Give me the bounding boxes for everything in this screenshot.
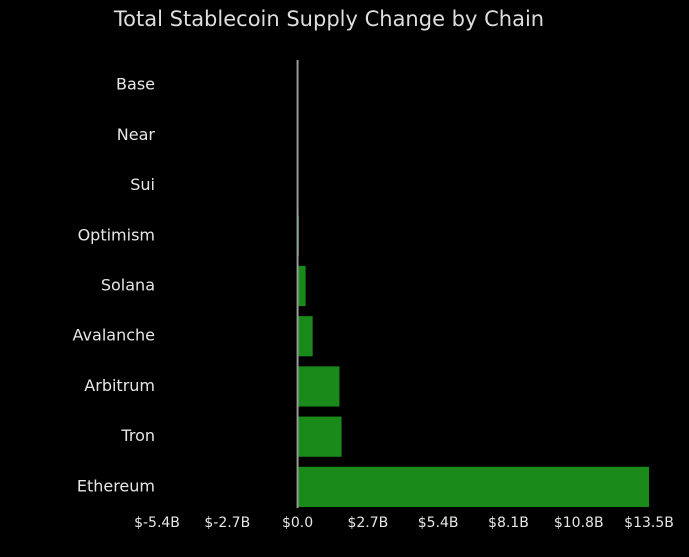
y-tick-label: Avalanche xyxy=(73,326,155,345)
y-tick-label: Near xyxy=(117,125,156,144)
x-tick-label: $5.4B xyxy=(418,515,459,531)
y-tick-label: Solana xyxy=(101,276,155,295)
bar xyxy=(297,316,313,357)
x-tick-label: $2.7B xyxy=(347,515,388,531)
y-tick-label: Tron xyxy=(120,426,155,445)
chart-title: Total Stablecoin Supply Change by Chain xyxy=(113,7,544,31)
x-tick-label: $8.1B xyxy=(488,515,529,531)
y-tick-label: Sui xyxy=(130,175,155,194)
x-tick-label: $10.8B xyxy=(554,515,604,531)
bar xyxy=(297,466,649,507)
bar xyxy=(297,366,340,407)
bar xyxy=(297,265,306,307)
y-tick-label: Base xyxy=(116,75,155,94)
x-tick-label: $-5.4B xyxy=(134,515,180,531)
x-tick-label: $0.0 xyxy=(282,515,313,531)
y-tick-label: Arbitrum xyxy=(84,376,155,395)
x-tick-label: $-2.7B xyxy=(204,515,250,531)
y-tick-label: Ethereum xyxy=(77,476,155,495)
x-tick-label: $13.5B xyxy=(624,515,674,531)
y-tick-label: Optimism xyxy=(78,225,155,244)
bar xyxy=(297,416,342,457)
